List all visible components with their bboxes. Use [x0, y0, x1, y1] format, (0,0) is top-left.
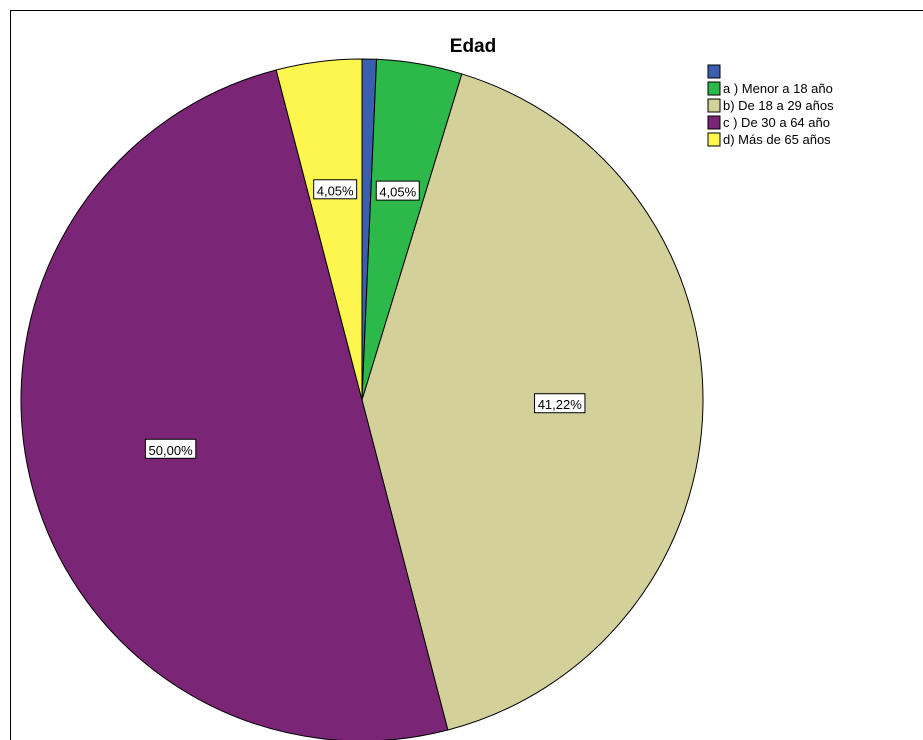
legend-item: [707, 64, 721, 79]
legend-swatch: [707, 115, 721, 130]
pie-data-label-text: 4,05%: [317, 183, 354, 198]
pie-data-label-box: [375, 180, 420, 201]
legend-swatch: [707, 132, 721, 147]
legend-swatch: [707, 81, 721, 96]
pie-slice: [275, 58, 363, 401]
pie-slice: [20, 69, 449, 740]
pie-data-label-text: 50,00%: [149, 443, 194, 458]
pie-slice: [361, 73, 704, 731]
legend-label: a ) Menor a 18 año: [723, 81, 833, 96]
legend: a ) Menor a 18 año b) De 18 a 29 años c ) …: [707, 64, 834, 147]
pie-data-label: 41,22%: [534, 393, 586, 414]
legend-label: b) De 18 a 29 años: [723, 98, 834, 113]
legend-label: c ) De 30 a 64 año: [723, 115, 830, 130]
pie-data-label-box: [313, 179, 358, 200]
legend-swatch: [707, 64, 721, 79]
legend-label: d) Más de 65 años: [723, 132, 831, 147]
pie-slices: [20, 58, 704, 740]
pie-data-label: 4,05%: [375, 180, 420, 201]
pie-data-label-text: 41,22%: [538, 397, 583, 412]
pie-data-label: 50,00%: [144, 438, 197, 459]
legend-item: d) Más de 65 años: [707, 132, 831, 147]
legend-item: a ) Menor a 18 año: [707, 81, 833, 96]
legend-item: c ) De 30 a 64 año: [707, 115, 830, 130]
legend-swatch: [707, 98, 721, 113]
pie-data-labels: 4,05% 41,22% 50,00% 4,05%: [144, 179, 586, 459]
pie-data-label: 4,05%: [313, 179, 358, 200]
pie-data-label-box: [534, 393, 586, 414]
pie-data-label-box: [144, 438, 197, 459]
chart-title: Edad: [450, 36, 496, 57]
pie-data-label-text: 4,05%: [379, 185, 416, 200]
legend-item: b) De 18 a 29 años: [707, 98, 834, 113]
